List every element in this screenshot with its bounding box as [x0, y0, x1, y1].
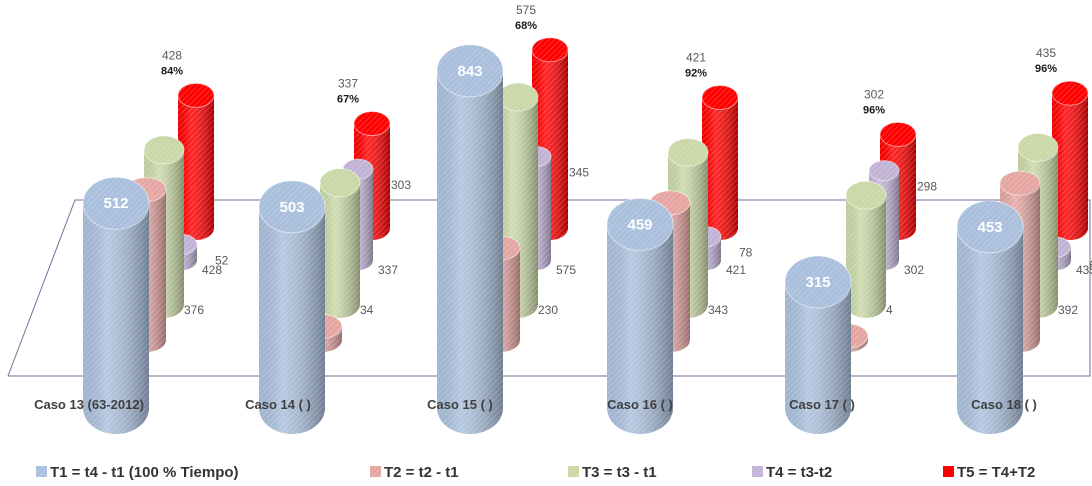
category-label-2: Caso 14 ( ) [245, 397, 311, 412]
value-label-t5-2: 337 [338, 77, 358, 91]
value-label-t1-3: 843 [457, 63, 482, 80]
value-label-t4-3: 345 [569, 166, 589, 180]
value-label-t5-6: 435 [1036, 46, 1056, 60]
value-label-t2-4: 343 [708, 303, 728, 317]
value-label-t3-2: 337 [378, 263, 398, 277]
value-label-t1-5: 315 [805, 274, 830, 291]
value-label-t2-3: 230 [538, 303, 558, 317]
bar-5-4 [701, 84, 739, 241]
legend-item-t3: T3 = t3 - t1 [568, 464, 657, 481]
legend-item-t2: T2 = t2 - t1 [370, 464, 459, 481]
legend-label-t5: T5 = T4+T2 [957, 464, 1035, 481]
bar-1-1 [82, 176, 150, 434]
percent-label-2: 67% [337, 94, 359, 106]
value-label-t2-1: 376 [184, 303, 204, 317]
value-label-t5-1: 428 [162, 48, 182, 62]
value-label-t1-1: 512 [103, 195, 128, 212]
legend-swatch-t5 [943, 466, 954, 477]
legend-label-t1: T1 = t4 - t1 (100 % Tiempo) [50, 464, 239, 481]
bar-1-3 [436, 44, 504, 435]
value-label-t3-6: 435 [1076, 263, 1092, 277]
category-label-4: Caso 16 ( ) [607, 397, 673, 412]
percent-label-3: 68% [515, 20, 537, 32]
value-label-t1-6: 453 [977, 219, 1002, 236]
percent-label-4: 92% [685, 67, 707, 79]
bar-1-6 [956, 200, 1024, 434]
category-label-3: Caso 15 ( ) [427, 397, 493, 412]
value-label-t3-3: 575 [556, 263, 576, 277]
value-label-t3-5: 302 [904, 263, 924, 277]
value-label-t4-4: 78 [739, 246, 753, 260]
value-label-t4-1: 52 [215, 253, 229, 267]
value-label-t5-3: 575 [516, 3, 536, 17]
value-label-t4-5: 298 [917, 180, 937, 194]
chart-floor [7, 199, 1091, 377]
category-label-6: Caso 18 ( ) [971, 397, 1037, 412]
value-label-t4-2: 303 [391, 178, 411, 192]
bar-5-6 [1051, 80, 1089, 241]
percent-label-1: 84% [161, 65, 183, 77]
percent-label-5: 96% [863, 104, 885, 116]
value-label-t3-4: 421 [726, 263, 746, 277]
value-label-t1-4: 459 [627, 216, 652, 233]
value-label-t2-5: 4 [886, 303, 893, 317]
bar-1-4 [606, 197, 674, 434]
legend-item-t5: T5 = T4+T2 [943, 464, 1035, 481]
value-label-t4-6: 43 [1089, 256, 1092, 270]
legend-label-t3: T3 = t3 - t1 [582, 464, 657, 481]
category-label-5: Caso 17 ( ) [789, 397, 855, 412]
bar-3-5 [845, 180, 887, 318]
category-label-1: Caso 13 (63-2012) [34, 397, 144, 412]
value-label-t1-2: 503 [279, 199, 304, 216]
bar-1-5 [784, 255, 852, 434]
value-label-t5-5: 302 [864, 87, 884, 101]
legend-item-t4: T4 = t3-t2 [752, 464, 832, 481]
value-label-t2-2: 34 [360, 303, 374, 317]
value-label-t3-1: 428 [202, 263, 222, 277]
value-label-t2-6: 392 [1058, 303, 1078, 317]
legend-label-t2: T2 = t2 - t1 [384, 464, 459, 481]
bar-5-1 [177, 82, 215, 240]
value-label-t5-4: 421 [686, 50, 706, 64]
bar-3-2 [319, 168, 361, 318]
legend-label-t4: T4 = t3-t2 [766, 464, 832, 481]
legend-item-t1: T1 = t4 - t1 (100 % Tiempo) [36, 464, 239, 481]
percent-label-6: 96% [1035, 63, 1057, 75]
bar-1-2 [258, 180, 326, 434]
